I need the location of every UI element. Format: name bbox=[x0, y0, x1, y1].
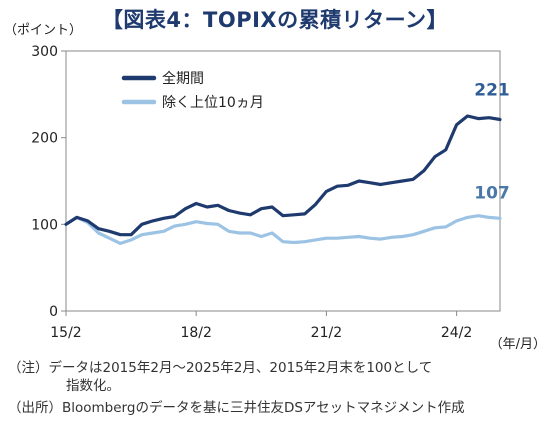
chart-title: 【図表4：TOPIXの累積リターン】 bbox=[101, 8, 449, 32]
y-axis-label: （ポイント） bbox=[4, 23, 82, 38]
source-note: （出所）Bloombergのデータを基に三井住友DSアセットマネジメント作成 bbox=[8, 400, 465, 416]
series-line-2 bbox=[64, 214, 502, 245]
y-tick-label: 0 bbox=[49, 304, 58, 320]
y-tick-label: 100 bbox=[31, 217, 58, 233]
x-tick-label: 21/2 bbox=[311, 325, 342, 341]
y-tick-label: 200 bbox=[31, 131, 58, 147]
legend-label-1: 全期間 bbox=[162, 70, 204, 87]
x-tick-label: 24/2 bbox=[441, 325, 472, 341]
x-tick-label: 15/2 bbox=[50, 325, 81, 341]
plot-frame bbox=[65, 50, 501, 312]
x-tick-label: 18/2 bbox=[180, 325, 211, 341]
note-line-1: （注）データは2015年2月～2025年2月、2015年2月末を100として bbox=[8, 360, 433, 376]
y-tick-label: 300 bbox=[31, 44, 58, 60]
x-axis-label: （年/月） bbox=[490, 337, 546, 352]
end-value-label-1: 221 bbox=[474, 80, 510, 100]
note-line-1-continued: 指数化。 bbox=[66, 378, 120, 394]
end-value-label-2: 107 bbox=[474, 183, 510, 203]
series-line-1 bbox=[64, 114, 502, 237]
legend-label-2: 除く上位10ヵ月 bbox=[162, 95, 264, 111]
